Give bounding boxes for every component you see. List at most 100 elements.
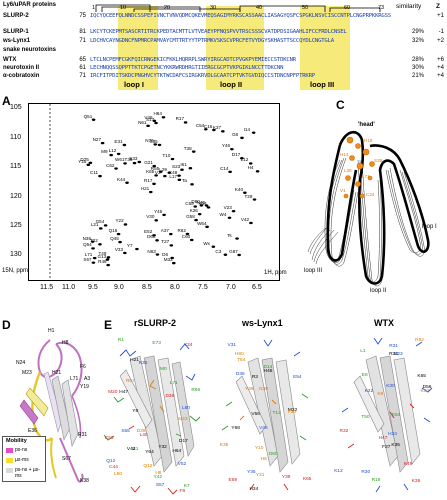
sequence: LTCLNCPEMFCGKFQICRNGEKICFKKLHQRRPLSWRYIR… [90,57,296,63]
sequence: LKCYTCKEPMTSASCRTITRCKPEDTACMTTLVTVEAEYP… [90,29,347,35]
residue-label: H60 [234,351,244,357]
peak-dot [255,170,260,173]
peak-dot [98,227,103,230]
residue-label: L80 [114,472,123,478]
peak-label: G21 [144,160,153,166]
charge-value: +4 [437,73,444,79]
residue-label: M22 [287,407,298,413]
peak-dot [205,225,209,229]
ensemble-residue-label: C24 [366,192,375,197]
alignment-row: neurotoxin II 61 LECHNQQSSQPPTTKTCPGETNC… [0,64,447,72]
similarity-value: 21% [411,73,424,79]
sequence: IQCYQCEEFQLNNDCSSPEFIVNCTVNVQDMCQKEVMEQS… [90,13,391,19]
ruler-tick: 20 [164,5,171,11]
peak-dot [240,136,244,140]
peak-dot [162,213,166,217]
peak-label: N61 [138,119,147,125]
peak-dot [86,163,91,167]
loop-3-label: loop III [310,80,335,89]
residue-label: Y34 [183,342,193,348]
structure-ribbon [103,343,201,495]
peak-label: M9 [101,149,108,155]
residue-label: L40 [139,433,148,439]
legend-label: µs-ms [15,457,29,463]
peak-dot [146,124,150,128]
residue-label: K22 [364,388,374,394]
peak-label: R48 [98,259,107,265]
residue-label: F8 [179,488,186,494]
residue-label: K35 [219,443,229,449]
residue-label: R35 [138,361,148,367]
residue-label: H21 [130,357,139,363]
residue-label: V46 [259,426,268,432]
peak-dot [228,170,232,174]
peak-dot [100,141,105,145]
peak-label: Y7 [126,243,133,249]
residue-label: R18 [371,477,381,483]
residue-label: L71 [169,380,178,386]
y-tick: 120 [10,193,22,200]
y-axis-unit: 15N, ppm [2,268,29,274]
peak-label: G13 [97,253,107,259]
peak-dot [152,234,156,237]
peak-label: K48 [169,169,178,175]
residue-labels: K22 R18 E23 K9 L1 F27 H24 K65 R52 K52 H47 D56 K49 T50… [330,316,447,500]
residue-count: 71 [79,73,86,79]
ensemble-traces [307,131,430,287]
peak-dot [132,161,137,165]
peak-dot [154,121,158,125]
peak-dot [154,174,158,177]
residue-label: K36 [411,478,421,484]
mobility-residue-label: A3 [84,376,91,382]
sequence: LDCHVCAYNGDNCFNPMRCPAMVAYCMTTRTYYTPTRMKV… [90,38,334,44]
residue-label: L80 [181,406,190,412]
mobility-residue-label: E36 [28,428,37,434]
alignment-row: SLURP-1 81 LKCYTCKEPMTSASCRTITRCKPEDTACM… [0,28,447,36]
peak-label: W64 [197,220,207,226]
peak-dot [92,256,97,260]
peak-dot [98,174,102,178]
peak-dot [118,240,122,244]
residue-label: V31 [227,342,237,348]
peak-label: K37 [212,125,222,131]
peak-dot [137,160,142,164]
residue-label: Y42 [153,474,163,480]
charge-header: Z [436,3,440,10]
peak-label: V33 [114,246,124,252]
residue-label: H8 [155,471,162,477]
peak-dot [251,131,256,134]
group-label: Ly6/uPAR proteins [3,2,57,8]
peak-dots [86,116,260,267]
residue-label: D36 [235,372,245,378]
peak-dot [206,206,211,209]
peak-label: G54 [95,219,105,225]
peak-label: V42 [240,216,250,222]
peak-label: L12 [240,157,249,163]
residue-label: K65 [302,477,312,483]
mobility-residue-label: Y19 [80,384,89,390]
group-label: snake neurotoxins [3,47,57,53]
nmr-ensemble: 'head' loop I loop II loop III H18 H14 S… [300,100,447,300]
legend-swatch [6,458,13,463]
peak-label: T22 [89,238,98,244]
peak-label: K44 [117,176,126,182]
peak-dot [243,191,247,194]
x-tick: 11.5 [40,284,54,291]
ruler-tick: 30 [210,5,217,11]
peak-dot [125,181,129,184]
peak-dot [158,170,163,173]
peak-label: N40 [196,199,205,205]
peak-label: R55 [150,165,160,171]
residue-labels: H8 M22 T12 R3 D14 Y10 H46 T64 K65 E59 Y68 N39 V46 D60… [214,316,326,500]
peak-label: D75 [80,156,89,162]
mobility-residue-label: S67 [62,456,71,462]
peak-dot [163,174,167,178]
peak-dot [103,224,108,227]
peak-dot [169,244,174,247]
peak-dot [177,178,182,182]
similarity-value: 29% [411,29,424,35]
residue-label: F27 [382,445,391,451]
y-tick: 110 [10,134,22,141]
protein-name: WTX [3,57,17,63]
residue-count: 65 [79,57,86,63]
